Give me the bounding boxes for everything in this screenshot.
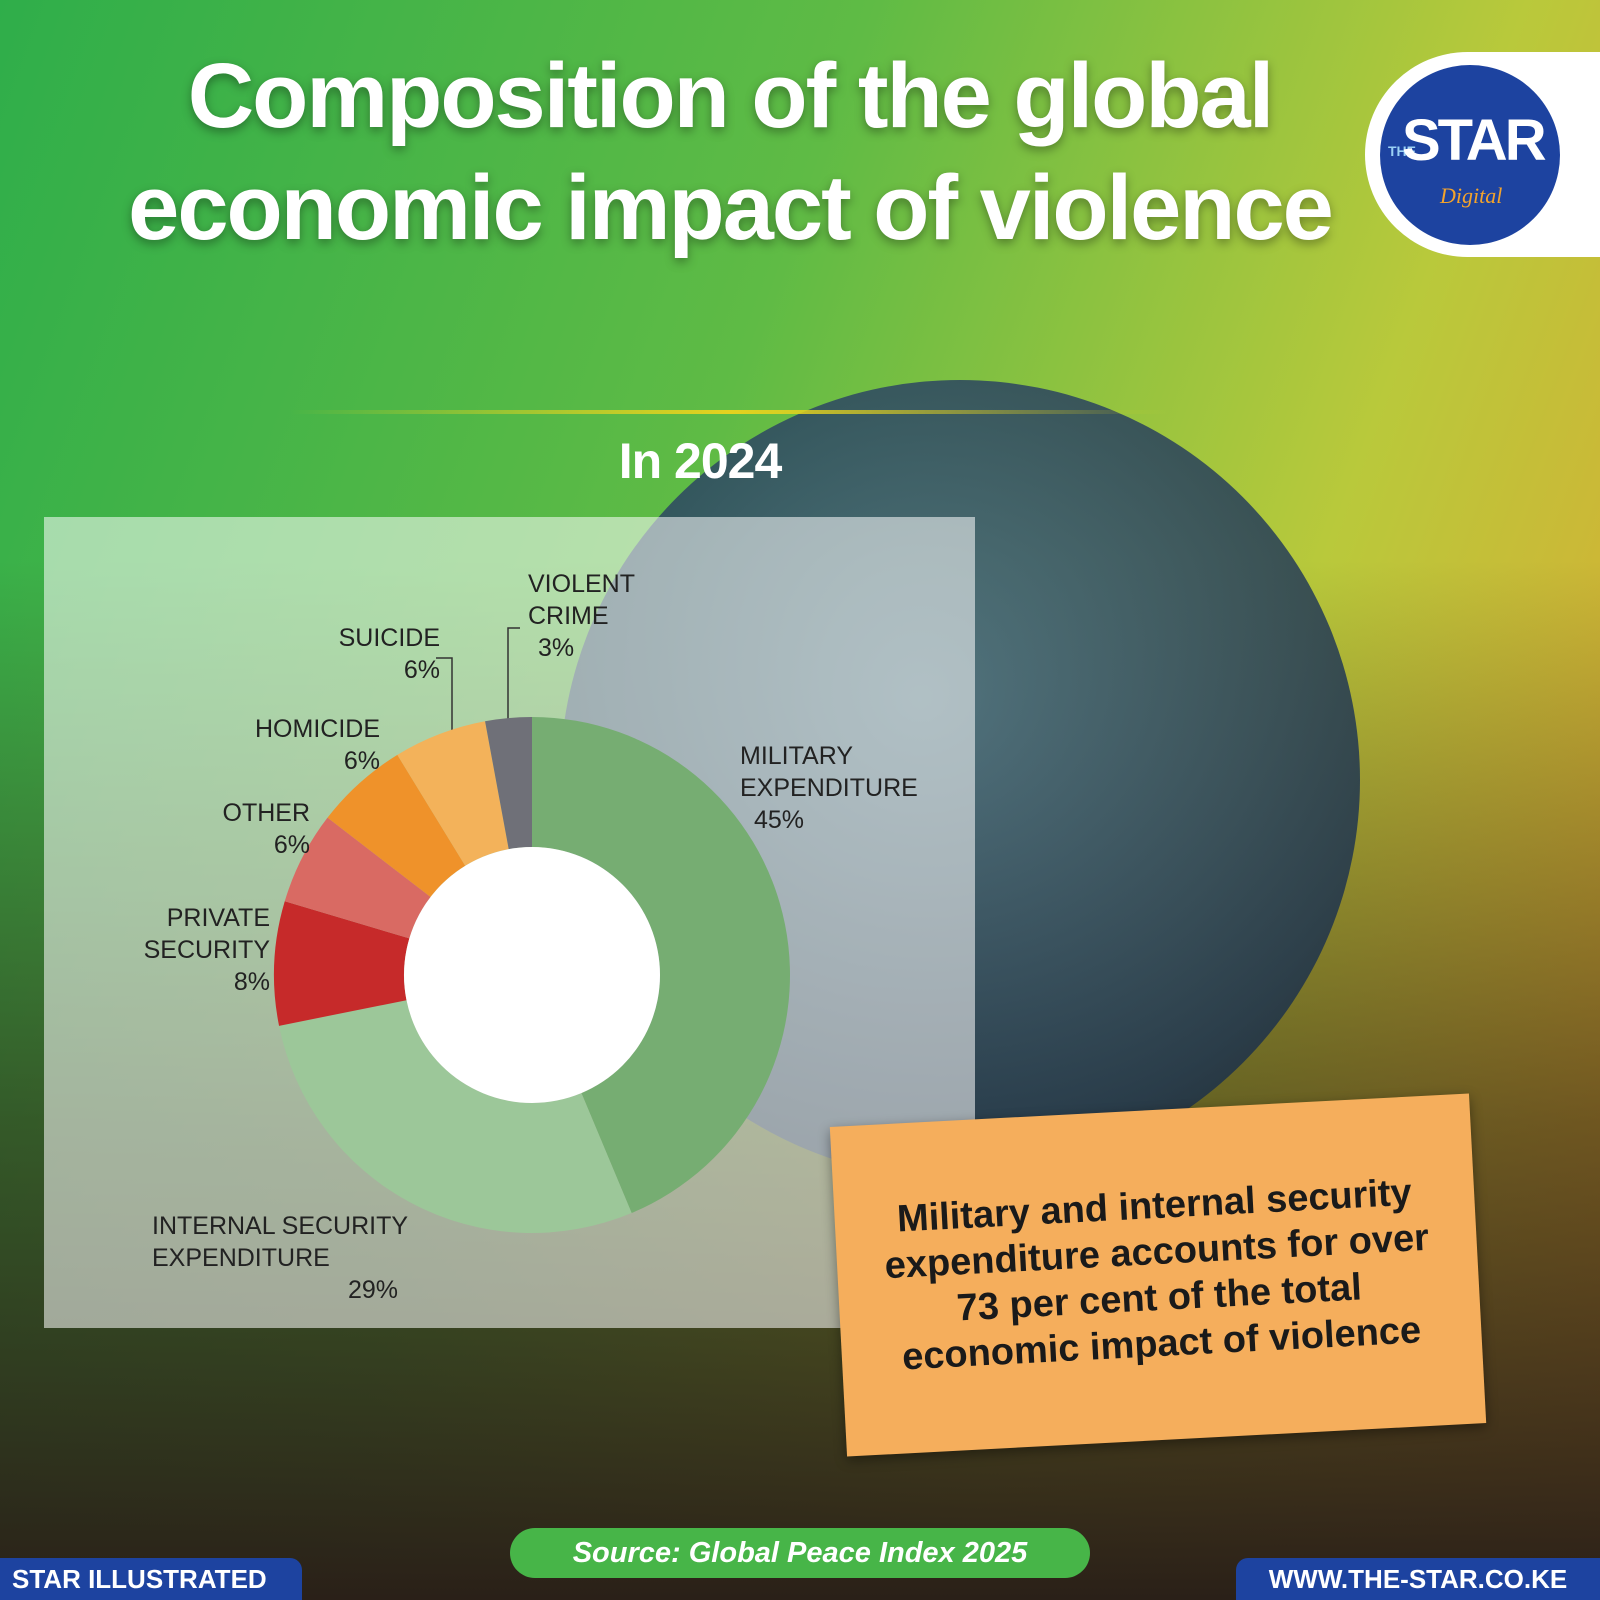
leader-line <box>507 627 520 725</box>
logo: THE STAR Digital <box>1380 65 1560 245</box>
category-label: PRIVATE SECURITY <box>143 904 270 964</box>
divider <box>290 410 1170 414</box>
slice-label: HOMICIDE 6% <box>240 713 380 777</box>
logo-main: STAR <box>1402 108 1547 173</box>
value-label: 29% <box>348 1276 399 1304</box>
donut-slice <box>532 717 791 1213</box>
category-label: MILITARY EXPENDITURE <box>740 742 918 802</box>
slice-label: SUICIDE 6% <box>320 622 440 686</box>
credit: STAR ILLUSTRATED <box>0 1558 302 1600</box>
donut-slice <box>397 721 509 866</box>
slice-label: MILITARY EXPENDITURE 45% <box>740 740 940 836</box>
value-label: 3% <box>538 634 575 662</box>
value-label: 45% <box>754 806 805 834</box>
donut-slice <box>327 754 466 897</box>
chart-subtitle: In 2024 <box>618 433 783 489</box>
callout: Military and internal security expenditu… <box>829 1093 1487 1457</box>
donut-slice <box>274 901 410 1026</box>
donut-slice <box>485 717 532 850</box>
category-label: INTERNAL SECURITY EXPENDITURE <box>152 1212 408 1272</box>
slice-label: OTHER 6% <box>200 797 311 861</box>
donut-slice <box>284 817 431 939</box>
category-label: HOMICIDE <box>255 715 380 743</box>
value-label: 6% <box>403 656 440 684</box>
slice-label: VIOLENT CRIME 3% <box>528 568 678 664</box>
category-label: SUICIDE <box>338 624 440 652</box>
leader-line <box>436 657 453 735</box>
slice-label: INTERNAL SECURITY EXPENDITURE 29% <box>152 1210 412 1306</box>
value-label: 6% <box>273 831 310 859</box>
source: Source: Global Peace Index 2025 <box>510 1528 1090 1578</box>
value-label: 8% <box>233 968 270 996</box>
slice-label: PRIVATE SECURITY 8% <box>130 902 270 998</box>
website: WWW.THE-STAR.CO.KE <box>1236 1558 1600 1600</box>
category-label: VIOLENT CRIME <box>528 570 635 630</box>
donut-slice <box>279 1000 632 1233</box>
logo-sub: Digital <box>1440 183 1503 208</box>
value-label: 6% <box>343 747 380 775</box>
logo-top: THE <box>1388 143 1416 159</box>
category-label: OTHER <box>222 799 311 827</box>
donut-hole <box>404 847 660 1103</box>
chart-title: Composition of the global economic impac… <box>128 45 1334 259</box>
